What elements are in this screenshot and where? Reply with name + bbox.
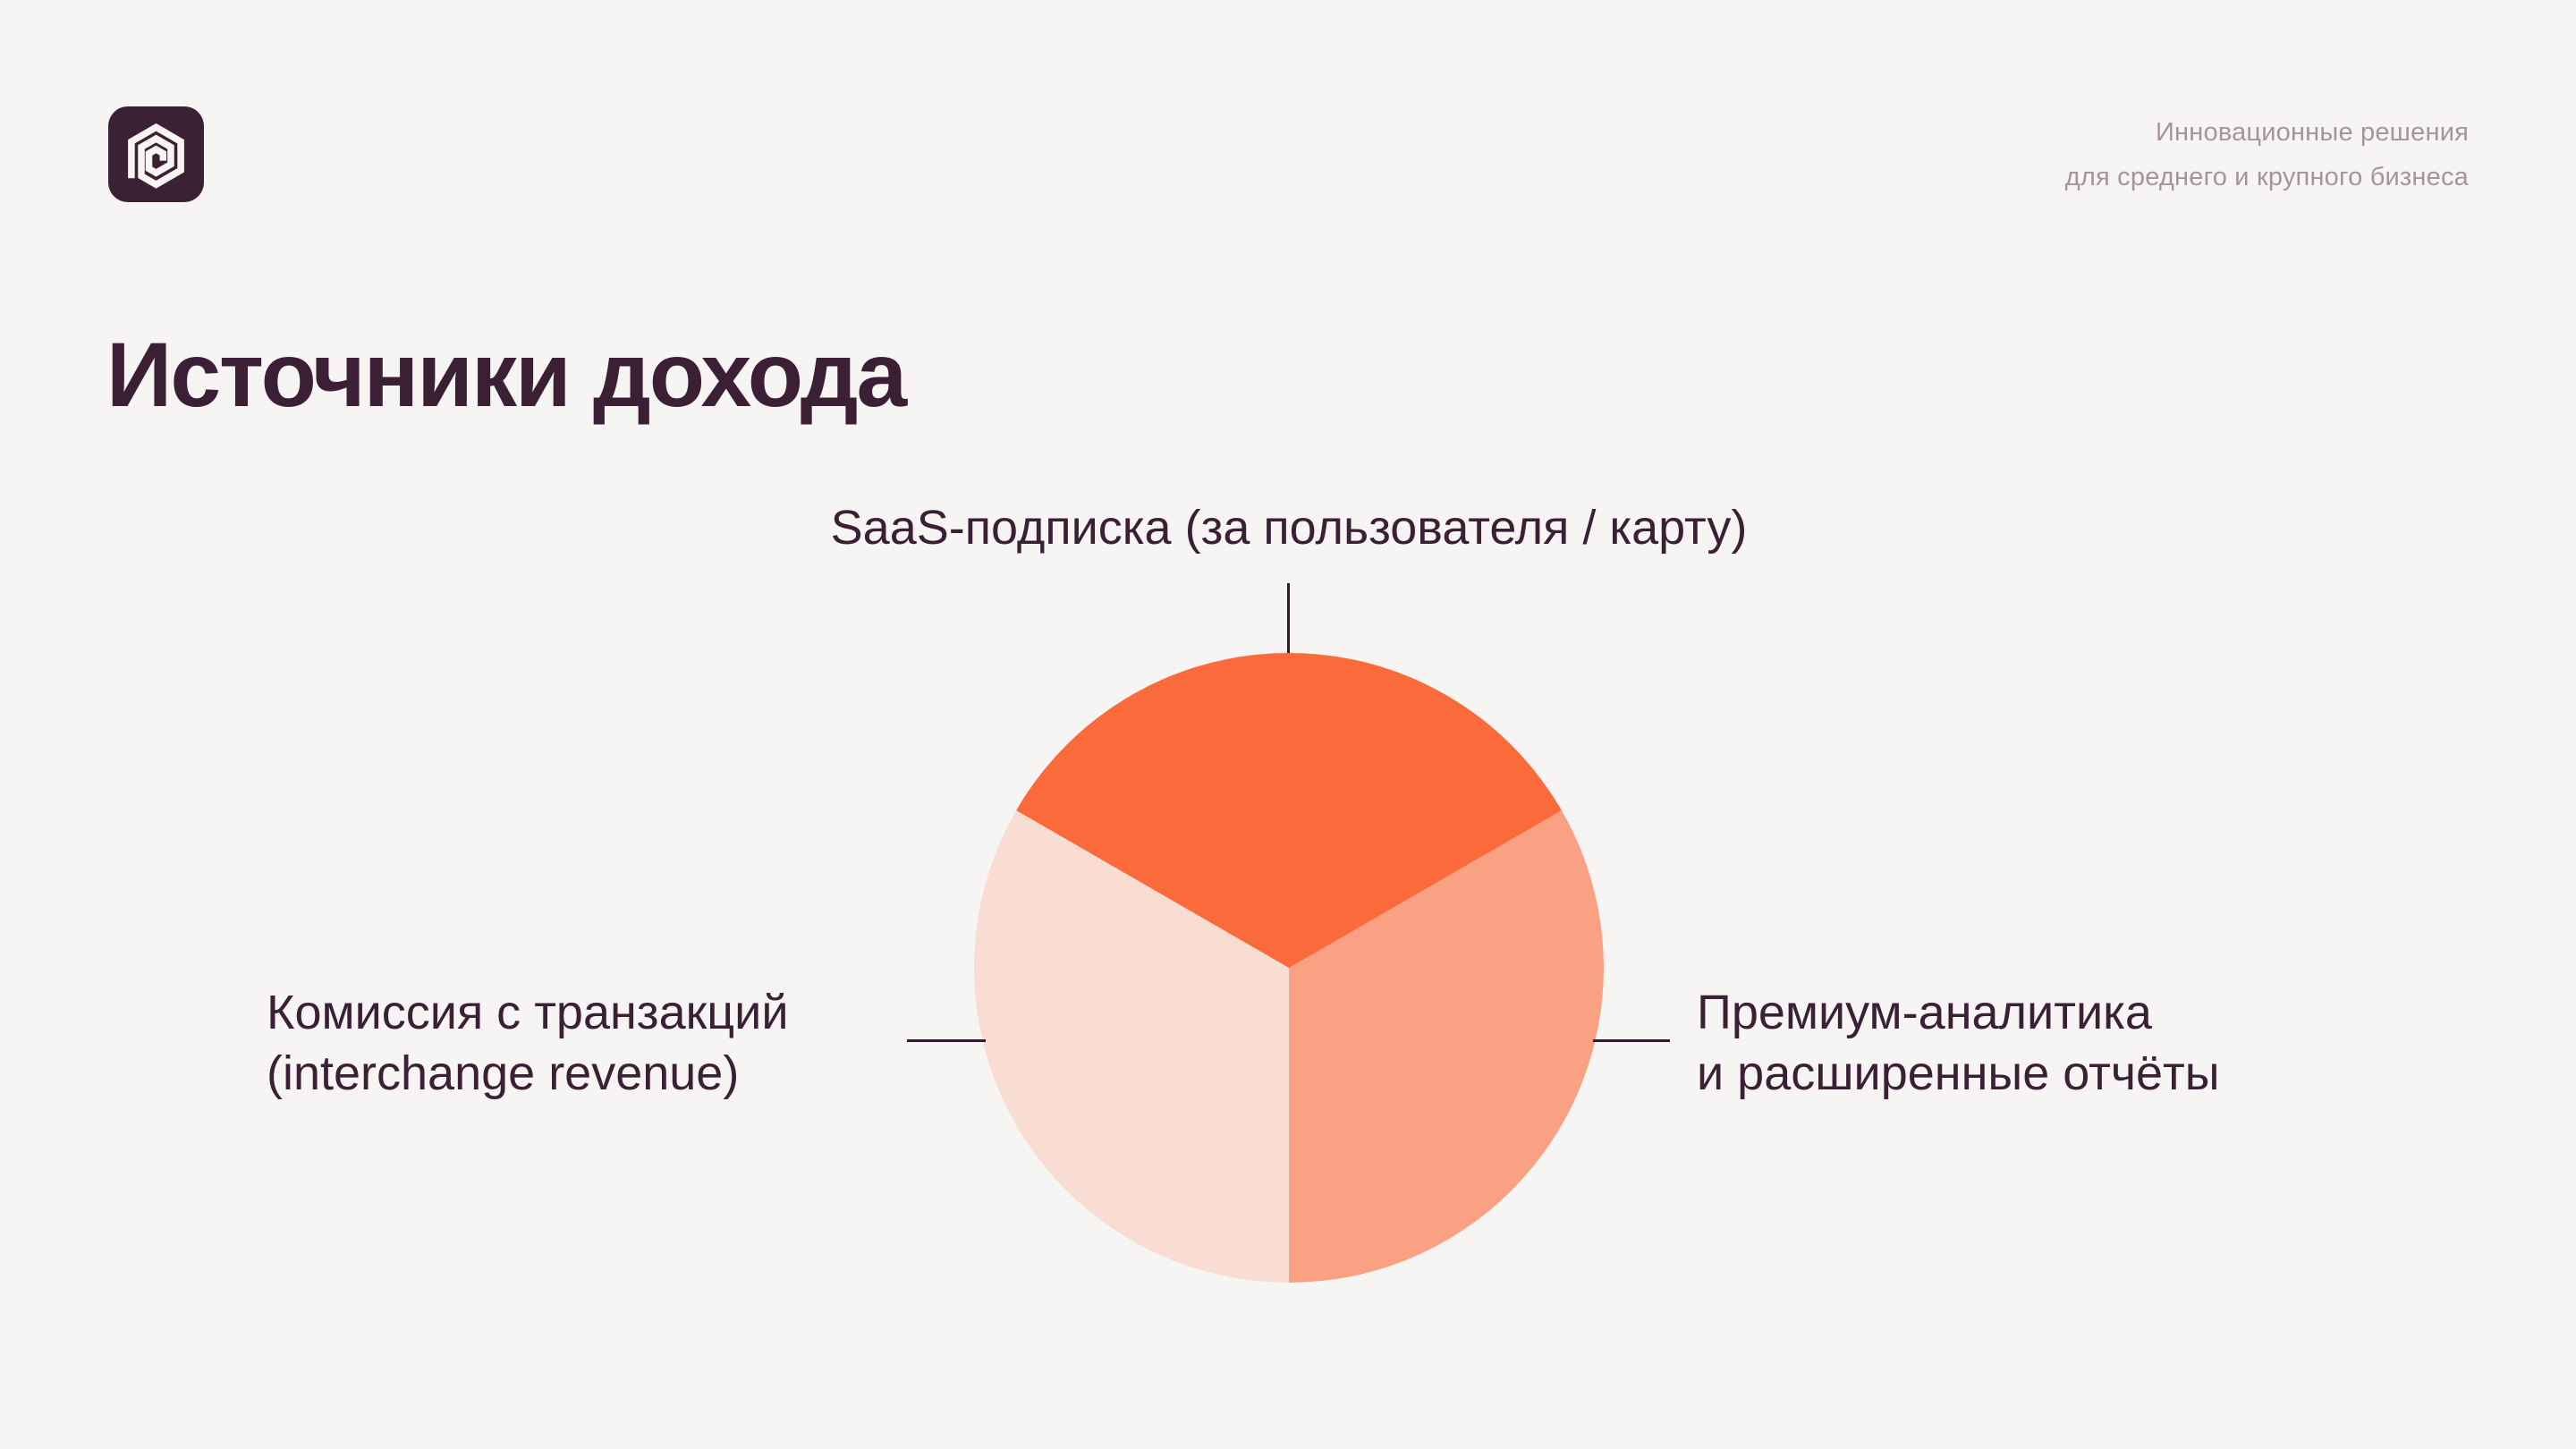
header-tagline: Инновационные решения для среднего и кру… <box>2065 111 2469 200</box>
pie-label-premium-line-2: и расширенные отчёты <box>1697 1046 2220 1101</box>
page-title: Источники дохода <box>106 324 907 426</box>
tagline-line-2: для среднего и крупного бизнеса <box>2064 162 2469 191</box>
hexagon-spiral-icon <box>128 123 184 189</box>
pie-label-premium: Премиум-аналитика и расширенные отчёты <box>1697 982 2220 1104</box>
tagline-line-1: Инновационные решения <box>2156 118 2469 147</box>
pie-label-interchange-line-2: (interchange revenue) <box>267 1046 740 1101</box>
pie-chart <box>974 653 1604 1283</box>
company-logo <box>108 106 204 202</box>
pie-label-saas: SaaS-подписка (за пользователя / карту) <box>830 501 1748 555</box>
connector-line-right <box>1593 1039 1670 1042</box>
connector-line-left <box>907 1039 986 1042</box>
pie-label-premium-line-1: Премиум-аналитика <box>1697 986 2152 1039</box>
connector-line-top <box>1287 583 1290 655</box>
pie-label-interchange-line-1: Комиссия с транзакций <box>267 986 789 1039</box>
pie-label-interchange: Комиссия с транзакций (interchange reven… <box>267 982 788 1104</box>
